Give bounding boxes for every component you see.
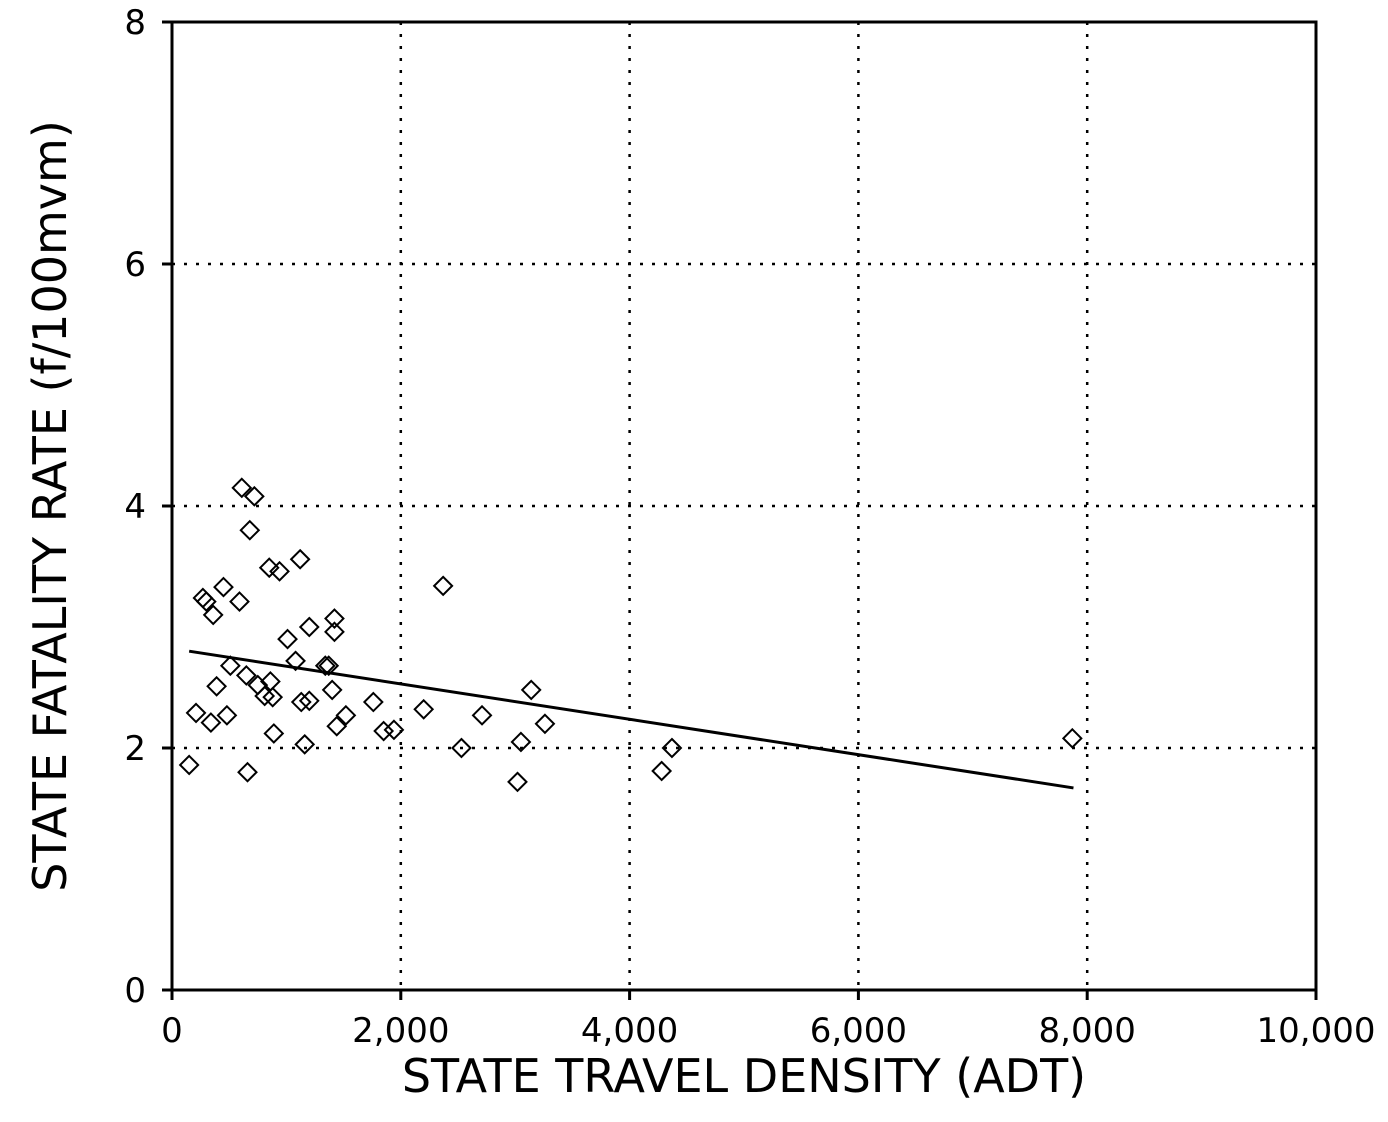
data-point xyxy=(661,737,683,759)
data-point xyxy=(185,702,207,724)
data-point xyxy=(219,655,241,677)
x-tick-labels: 0 2,000 4,000 6,000 8,000 10,000 xyxy=(161,1011,1375,1051)
data-point xyxy=(192,587,214,609)
trend-line xyxy=(188,649,1074,790)
data-point xyxy=(326,715,348,737)
data-point xyxy=(269,560,290,582)
data-point xyxy=(324,608,345,629)
data-point xyxy=(216,704,238,726)
data-point xyxy=(383,719,405,741)
y-tick-label: 4 xyxy=(124,487,146,527)
data-point xyxy=(335,704,357,726)
data-point xyxy=(510,731,532,753)
data-point xyxy=(534,713,556,735)
x-tick-label: 8,000 xyxy=(1039,1011,1136,1051)
data-point xyxy=(289,548,311,570)
data-point xyxy=(1061,727,1083,749)
data-point xyxy=(298,616,320,638)
x-tick-label: 6,000 xyxy=(810,1011,907,1051)
data-point xyxy=(213,576,234,598)
y-axis-title: STATE FATALITY RATE (f/100mvm) xyxy=(23,120,77,892)
data-point xyxy=(195,591,217,613)
data-point xyxy=(231,477,253,499)
y-tick-labels: 0 2 4 6 8 xyxy=(124,3,146,1011)
data-point xyxy=(290,691,312,713)
data-point xyxy=(413,698,435,720)
data-point xyxy=(263,723,285,744)
data-point xyxy=(235,664,257,686)
data-point xyxy=(451,737,472,759)
data-point xyxy=(294,733,316,755)
data-point xyxy=(298,690,320,712)
axis-ticks xyxy=(162,20,1318,1000)
data-point xyxy=(507,771,528,793)
data-point xyxy=(229,591,250,613)
data-point xyxy=(651,760,673,782)
data-point xyxy=(200,712,222,734)
x-axis-title: STATE TRAVEL DENSITY (ADT) xyxy=(402,1049,1086,1103)
data-point xyxy=(324,621,345,643)
data-point xyxy=(520,679,542,701)
data-point xyxy=(321,679,343,701)
x-tick-label: 2,000 xyxy=(352,1011,449,1051)
data-point xyxy=(432,575,454,597)
data-point xyxy=(373,720,395,742)
data-point xyxy=(362,691,384,713)
data-point xyxy=(314,655,336,677)
data-point xyxy=(243,485,265,507)
y-tick-label: 2 xyxy=(124,729,146,769)
y-tick-label: 6 xyxy=(124,245,146,285)
data-point xyxy=(237,761,258,783)
x-tick-label: 0 xyxy=(161,1011,183,1051)
data-point xyxy=(262,686,284,708)
data-points xyxy=(178,477,1083,793)
data-point xyxy=(254,685,276,707)
grid-lines xyxy=(172,22,1316,990)
data-point xyxy=(285,650,306,672)
x-tick-label: 4,000 xyxy=(581,1011,678,1051)
data-point xyxy=(318,655,340,677)
data-point xyxy=(239,519,261,541)
data-point xyxy=(178,754,200,776)
data-point xyxy=(258,557,280,579)
data-point xyxy=(206,675,228,697)
x-tick-label: 10,000 xyxy=(1257,1011,1376,1051)
y-tick-label: 0 xyxy=(124,971,146,1011)
y-tick-label: 8 xyxy=(124,3,146,43)
data-point xyxy=(202,604,224,626)
data-point xyxy=(471,704,493,726)
data-point xyxy=(277,628,298,650)
